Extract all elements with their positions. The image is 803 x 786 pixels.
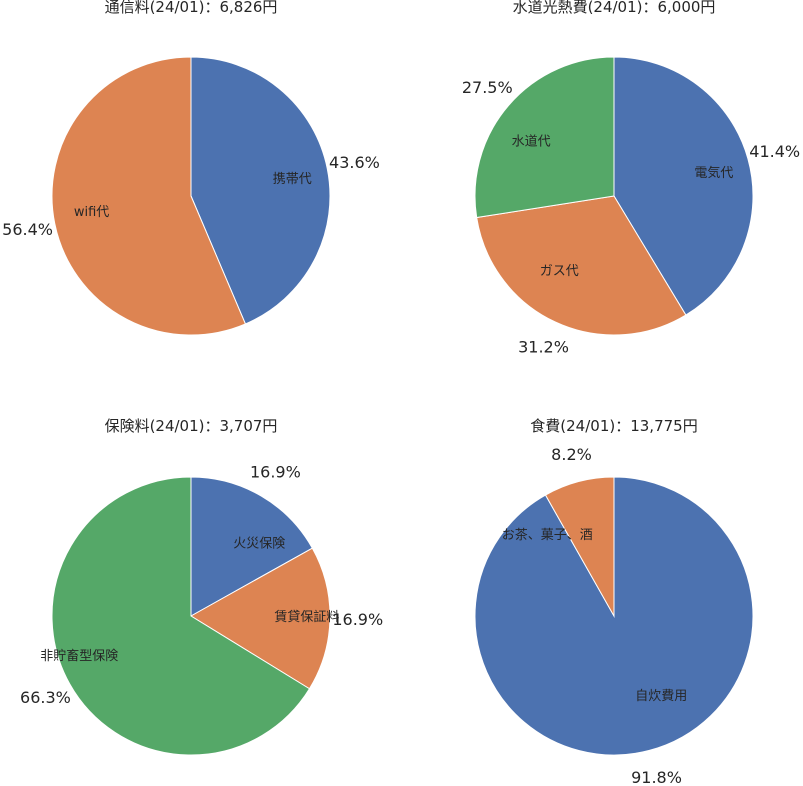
pie-chart-2-percent-label-1: 41.4%: [749, 142, 800, 161]
pie-chart-2-slice-label-1: 電気代: [694, 165, 733, 181]
pie-chart-2-title: 水道光熱費(24/01)：6,000円: [513, 0, 716, 16]
pie-chart-2-slice-label-2: ガス代: [540, 264, 579, 279]
pie-chart-1-slice-1: [190, 56, 331, 325]
pie-chart-1-title: 通信料(24/01)：6,826円: [105, 0, 278, 16]
pie-chart-4-percent-label-2: 8.2%: [551, 445, 592, 464]
pie-chart-3-slice-1: [190, 476, 313, 617]
pie-chart-2-slice-2: [476, 195, 687, 336]
pie-chart-3-percent-label-1: 16.9%: [250, 463, 301, 482]
pie-chart-3-slice-label-2: 賃貸保証料: [274, 609, 339, 625]
pie-chart-3-slice-2: [190, 547, 331, 690]
pie-chart-3-slice-label-1: 火災保険: [233, 537, 285, 552]
pie-chart-3-percent-label-3: 66.3%: [20, 688, 71, 707]
pie-chart-1-slice-label-2: wifi代: [74, 205, 109, 220]
pie-chart-3-percent-label-2: 16.9%: [332, 610, 383, 629]
pie-chart-3-title: 保険料(24/01)：3,707円: [105, 417, 278, 435]
pie-chart-1-percent-label-2: 56.4%: [2, 220, 53, 239]
pie-chart-1-slice-label-1: 携帯代: [273, 171, 312, 187]
pie-charts-group: 携帯代 43.6% wifi代 56.4% 電気代 41.4% ガス代 31.2% 水道代 27.…: [2, 56, 800, 786]
pie-chart-1-slice-2: [51, 56, 247, 336]
pie-chart-2: 電気代 41.4% ガス代 31.2% 水道代 27.5%: [462, 56, 800, 357]
pie-chart-4-slice-label-1: 自炊費用: [635, 689, 687, 704]
pie-chart-4-percent-label-1: 91.8%: [631, 768, 682, 786]
pie-chart-2-percent-label-3: 27.5%: [462, 78, 513, 97]
pie-chart-2-slice-3: [474, 56, 615, 219]
pie-chart-2-percent-label-2: 31.2%: [518, 338, 569, 357]
pie-chart-4: 自炊費用 91.8% お茶、菓子、酒 8.2%: [474, 445, 754, 786]
pie-chart-1: 携帯代 43.6% wifi代 56.4%: [2, 56, 380, 336]
pie-chart-2-slice-label-3: 水道代: [512, 134, 551, 149]
pie-chart-4-slice-2: [544, 476, 615, 618]
pie-chart-3-slice-label-3: 非貯畜型保険: [40, 648, 118, 664]
pie-chart-1-percent-label-1: 43.6%: [329, 153, 380, 172]
pie-chart-3-slice-3: [51, 476, 311, 756]
pie-chart-4-slice-label-2: お茶、菓子、酒: [502, 527, 593, 543]
pie-chart-4-title: 食費(24/01)：13,775円: [530, 417, 697, 435]
pie-chart-2-slice-1: [613, 56, 754, 316]
